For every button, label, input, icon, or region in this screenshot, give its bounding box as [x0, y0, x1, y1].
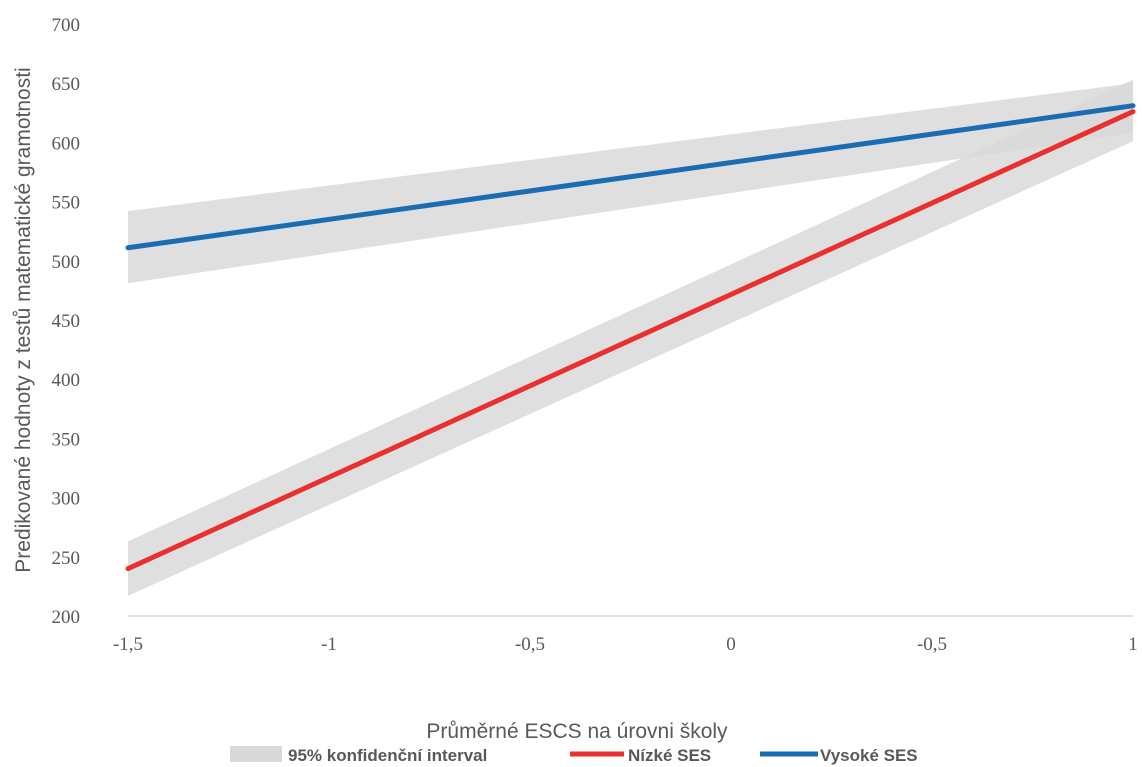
- y-tick-label: 650: [52, 74, 81, 95]
- y-axis-ticks: 200 250 300 350 400 450 500 550 600 650 700: [52, 15, 81, 628]
- legend-high-ses-label: Vysoké SES: [820, 746, 918, 765]
- y-axis-title: Predikované hodnoty z testů matematické …: [12, 67, 35, 572]
- x-tick-label: 1: [1128, 634, 1138, 655]
- legend: 95% konfidenční interval Nízké SES Vysok…: [230, 746, 918, 765]
- series-line-high-ses: [125, 103, 1136, 251]
- y-tick-label: 700: [52, 15, 81, 36]
- y-tick-label: 350: [52, 429, 81, 450]
- y-tick-label: 500: [52, 252, 81, 273]
- y-tick-label: 250: [52, 548, 81, 569]
- series-line-low-ses: [125, 109, 1136, 572]
- x-tick-label: -0,5: [515, 634, 545, 655]
- x-axis-ticks: -1,5 -1 -0,5 0 -0,5 1: [113, 634, 1138, 655]
- y-tick-label: 200: [52, 607, 81, 628]
- x-tick-label: -1: [321, 634, 337, 655]
- x-tick-label: 0: [726, 634, 736, 655]
- x-tick-label: -0,5: [917, 634, 947, 655]
- ci-band-high-ses: [128, 83, 1133, 284]
- y-tick-label: 600: [52, 133, 81, 154]
- y-tick-label: 300: [52, 489, 81, 510]
- y-tick-label: 450: [52, 311, 81, 332]
- x-axis-title: Průměrné ESCS na úrovni školy: [426, 720, 728, 743]
- series-lines: [125, 103, 1136, 572]
- legend-low-ses-label: Nízké SES: [628, 746, 711, 765]
- x-tick-label: -1,5: [113, 634, 143, 655]
- y-tick-label: 400: [52, 370, 81, 391]
- legend-ci-label: 95% konfidenční interval: [288, 746, 487, 765]
- legend-ci-swatch: [230, 746, 282, 762]
- y-tick-label: 550: [52, 193, 81, 214]
